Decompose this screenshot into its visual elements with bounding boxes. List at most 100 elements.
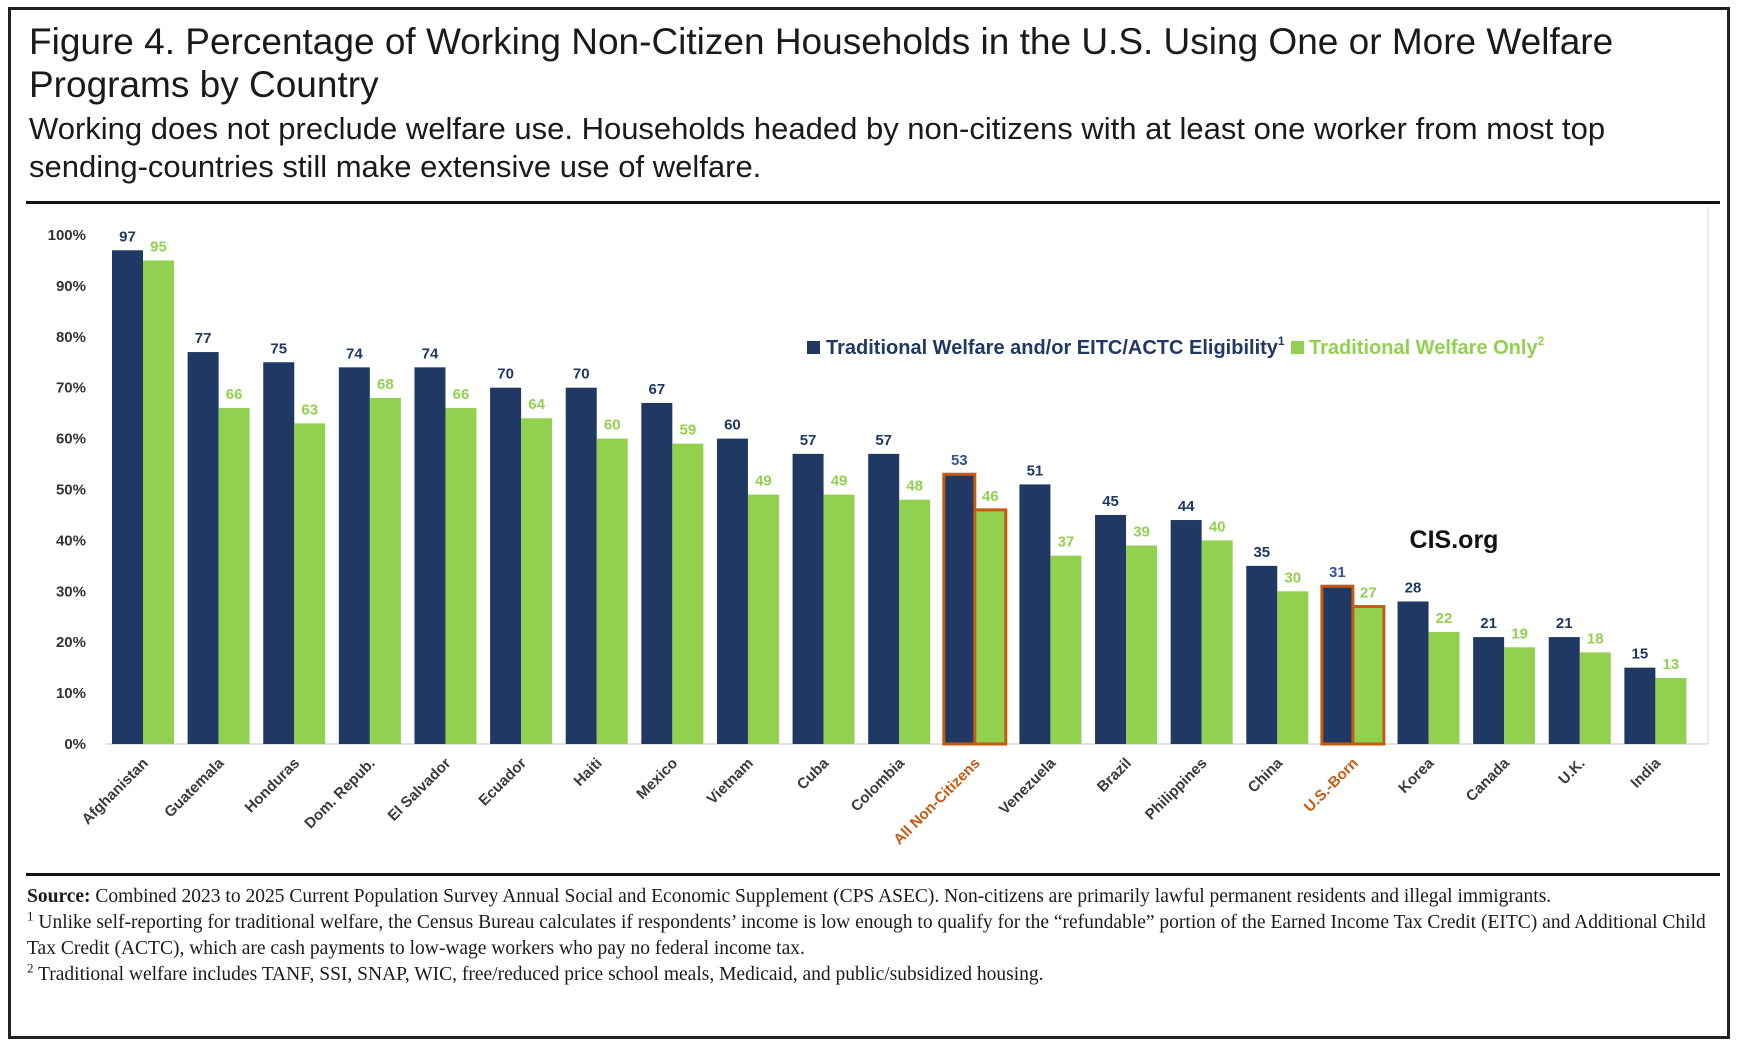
bar-traditional-only	[672, 443, 704, 744]
figure-footer: Source: Combined 2023 to 2025 Current Po…	[27, 884, 1717, 988]
legend-swatch-traditional-or-eitc	[807, 341, 820, 354]
x-category-label: China	[1245, 754, 1287, 796]
x-category-label: U.K.	[1555, 755, 1588, 788]
bar-traditional-or-eitc	[641, 402, 673, 744]
data-label: 75	[270, 340, 287, 357]
data-label: 57	[875, 432, 892, 449]
footnote-2: 2 Traditional welfare includes TANF, SSI…	[27, 962, 1717, 988]
data-label: 49	[755, 473, 772, 490]
bar-traditional-only	[369, 397, 401, 744]
x-category-label: Honduras	[242, 755, 304, 817]
data-label: 59	[679, 422, 696, 439]
bar-traditional-only	[973, 508, 1008, 746]
data-label: 66	[453, 386, 470, 403]
x-category-label: Dom. Repub.	[301, 755, 378, 832]
bar-traditional-or-eitc	[1320, 584, 1355, 746]
bar-traditional-only	[143, 260, 174, 744]
bar-traditional-only	[899, 499, 931, 744]
data-label: 53	[951, 452, 968, 469]
bar-traditional-only	[1428, 632, 1460, 744]
source-label: Source:	[27, 886, 91, 907]
y-tick-label: 0%	[64, 736, 86, 753]
data-label: 60	[724, 417, 741, 434]
x-category-label: Canada	[1463, 754, 1514, 805]
bar-traditional-or-eitc	[1019, 484, 1051, 744]
data-label: 74	[346, 345, 363, 362]
x-category-label: India	[1627, 754, 1664, 791]
bar-traditional-or-eitc	[338, 367, 370, 744]
bar-traditional-or-eitc	[490, 387, 522, 744]
bar-traditional-only	[823, 494, 855, 744]
footnote-2-text: Traditional welfare includes TANF, SSI, …	[38, 964, 1044, 985]
data-label: 95	[150, 238, 167, 255]
bar-traditional-only	[747, 494, 779, 744]
bar-traditional-or-eitc	[414, 367, 446, 744]
x-category-label: U.S.-Born	[1301, 755, 1362, 816]
bar-traditional-or-eitc	[565, 387, 597, 744]
y-tick-label: 20%	[56, 634, 86, 651]
x-category-label: Afghanistan	[79, 755, 152, 828]
x-category-label: Brazil	[1094, 755, 1135, 796]
data-label: 28	[1405, 579, 1422, 596]
bar-traditional-only	[1126, 545, 1158, 744]
footnote-1: 1 Unlike self-reporting for traditional …	[27, 910, 1717, 962]
data-label: 70	[497, 366, 514, 383]
data-label: 27	[1360, 585, 1377, 602]
source-text: Combined 2023 to 2025 Current Population…	[95, 886, 1552, 907]
cis-watermark: CIS.org	[1410, 526, 1499, 554]
y-tick-label: 30%	[56, 583, 86, 600]
footnote-1-text: Unlike self-reporting for traditional we…	[27, 912, 1706, 959]
bar-traditional-only	[1579, 652, 1611, 744]
data-label: 21	[1480, 615, 1497, 632]
data-label: 48	[906, 478, 923, 495]
bar-traditional-only	[1201, 540, 1233, 744]
y-tick-label: 80%	[56, 329, 86, 346]
bar-traditional-or-eitc	[1473, 637, 1505, 744]
bar-traditional-or-eitc	[1548, 637, 1580, 744]
bar-traditional-or-eitc	[1246, 565, 1278, 744]
bar-traditional-or-eitc	[1397, 601, 1429, 744]
y-tick-label: 90%	[56, 278, 86, 295]
data-label: 30	[1284, 569, 1301, 586]
legend-label-traditional-or-eitc: Traditional Welfare and/or EITC/ACTC Eli…	[826, 334, 1285, 359]
bar-traditional-only	[294, 423, 326, 744]
bar-traditional-or-eitc	[716, 438, 748, 744]
bar-traditional-only	[1351, 605, 1386, 746]
y-tick-label: 10%	[56, 685, 86, 702]
y-tick-label: 60%	[56, 431, 86, 448]
bar-traditional-or-eitc	[792, 453, 824, 744]
bar-chart: 0% 10% 20% 30% 40% 50% 60% 70% 80% 90% 100% 97 95 Afg…	[48, 206, 1709, 848]
data-label: 19	[1511, 625, 1528, 642]
bar-traditional-only	[1050, 555, 1082, 744]
data-label: 37	[1058, 534, 1075, 551]
x-category-label: Korea	[1395, 754, 1438, 797]
legend-footnote-mark: 2	[1538, 334, 1545, 348]
data-label: 22	[1436, 610, 1453, 627]
figure-frame: Figure 4. Percentage of Working Non-Citi…	[8, 7, 1730, 1039]
bar-traditional-only	[1504, 647, 1536, 744]
data-label: 57	[800, 432, 817, 449]
data-label: 35	[1253, 544, 1270, 561]
x-category-label: Vietnam	[704, 755, 757, 808]
x-category-label: Cuba	[794, 754, 833, 793]
data-label: 66	[226, 386, 243, 403]
data-label: 21	[1556, 615, 1573, 632]
footnote-1-mark: 1	[27, 908, 34, 924]
x-category-label: Guatemala	[161, 754, 228, 821]
bar-traditional-only	[1277, 591, 1309, 744]
figure-subtitle: Working does not preclude welfare use. H…	[29, 111, 1606, 184]
data-label: 68	[377, 376, 394, 393]
bar-traditional-only	[218, 408, 250, 744]
data-label: 77	[195, 330, 212, 347]
bar-traditional-only	[596, 438, 628, 744]
data-label: 44	[1178, 498, 1195, 515]
data-label: 45	[1102, 493, 1119, 510]
bar-traditional-only	[1655, 677, 1687, 744]
header-divider	[26, 201, 1720, 204]
bar-traditional-or-eitc	[942, 472, 977, 746]
x-category-label: Philippines	[1142, 755, 1211, 824]
data-label: 63	[301, 401, 318, 418]
footer-divider	[26, 873, 1720, 876]
figure-header: Figure 4. Percentage of Working Non-Citi…	[29, 20, 1719, 186]
data-label: 74	[422, 345, 439, 362]
